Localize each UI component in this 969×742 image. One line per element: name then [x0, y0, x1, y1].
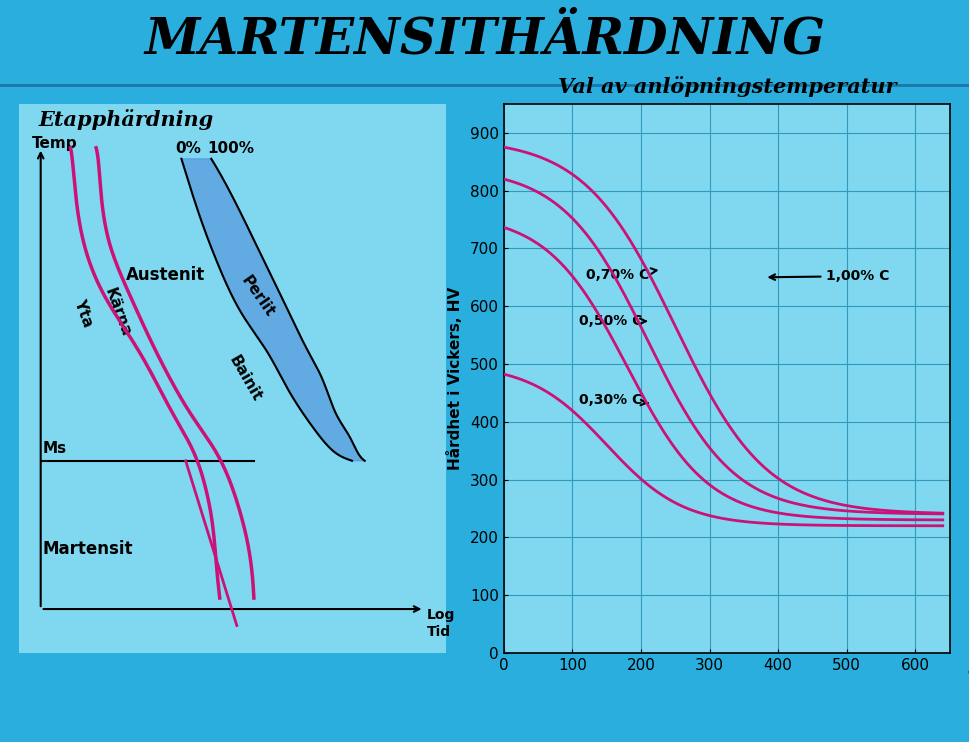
Text: Austenit: Austenit [126, 266, 205, 283]
Text: 0,50% C: 0,50% C [579, 315, 646, 328]
Text: 0,30% C: 0,30% C [579, 393, 648, 407]
Y-axis label: Hårdhet i Vickers, HV: Hårdhet i Vickers, HV [447, 287, 463, 470]
Text: Bainit: Bainit [226, 352, 265, 404]
X-axis label: °C: °C [966, 669, 969, 687]
Text: Etapphärdning: Etapphärdning [39, 109, 213, 130]
Text: 0%: 0% [175, 141, 201, 157]
Text: 100%: 100% [207, 141, 254, 157]
Text: 1,00% C: 1,00% C [769, 269, 890, 283]
Text: Yta: Yta [72, 296, 95, 329]
Polygon shape [181, 159, 364, 461]
Text: Perlit: Perlit [238, 272, 278, 320]
Text: Val av anlöpningstemperatur: Val av anlöpningstemperatur [557, 76, 896, 96]
Text: Martensit: Martensit [43, 540, 134, 558]
Text: Kärna: Kärna [102, 286, 133, 339]
Text: 0,70% C: 0,70% C [586, 268, 657, 282]
Text: Log: Log [426, 608, 454, 622]
Text: Temp: Temp [32, 136, 78, 151]
Text: MARTENSITHÄRDNING: MARTENSITHÄRDNING [144, 16, 825, 65]
Text: Tid: Tid [426, 626, 451, 640]
Text: Ms: Ms [43, 441, 67, 456]
